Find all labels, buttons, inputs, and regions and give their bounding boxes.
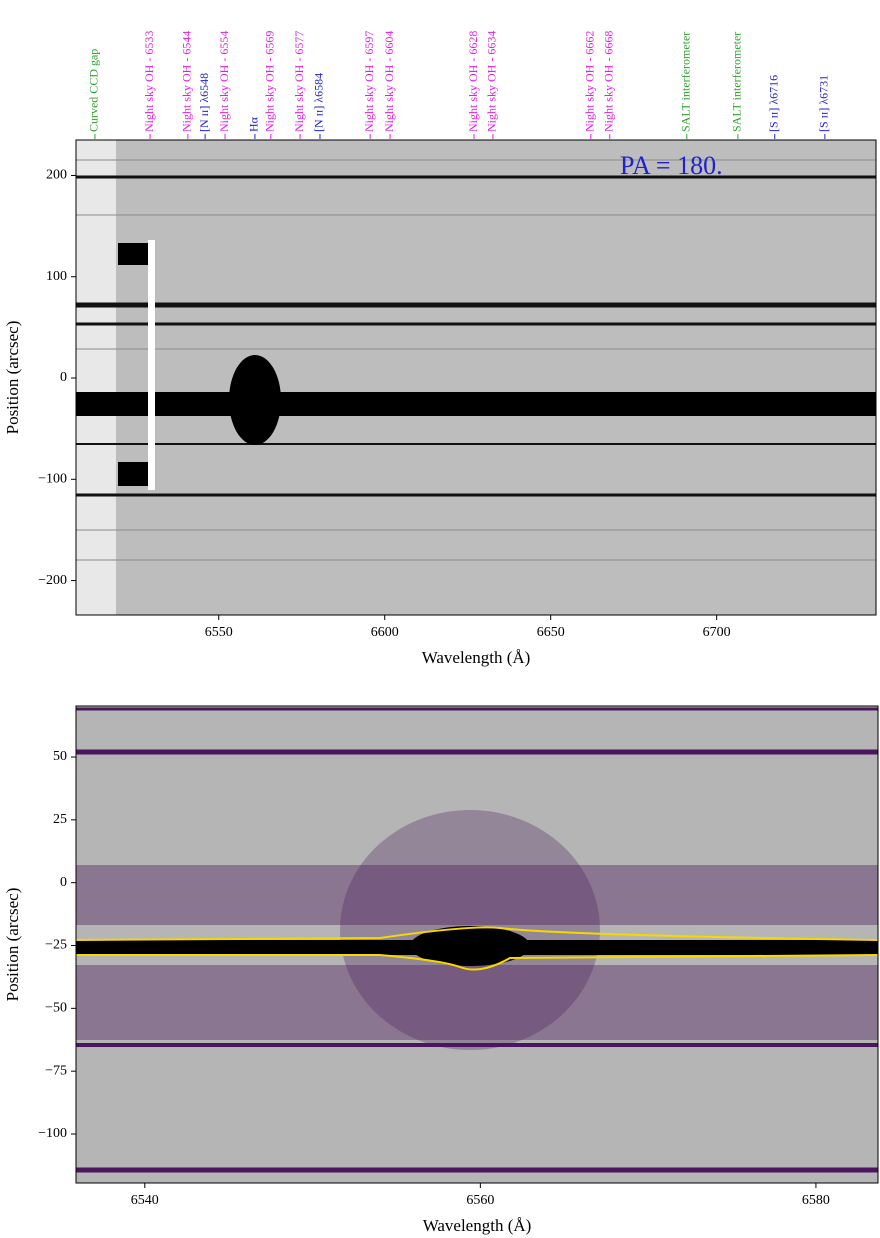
x-tick-label: 6540: [131, 1193, 159, 1208]
spectral-line: [76, 493, 876, 497]
spectral-line: [76, 529, 876, 531]
spectral-line: [76, 348, 876, 350]
axes-frame: [75, 705, 879, 1184]
purple-line: [76, 1043, 878, 1047]
image-bg: [76, 140, 876, 615]
core: [410, 926, 530, 966]
yellow-contour: [75, 926, 879, 941]
gap-column: [148, 240, 155, 490]
y-axis-label: Position (arcsec): [3, 888, 22, 1002]
axes-frame: [75, 139, 877, 616]
y-tick-label: −75: [45, 1063, 67, 1078]
y-tick-label: −25: [45, 938, 67, 953]
y-axis-label: Position (arcsec): [3, 321, 22, 435]
annotation-label: [N ɪɪ] λ6548: [197, 73, 211, 132]
spectral-line: [76, 175, 876, 179]
purple-line: [76, 707, 878, 711]
annotation-label: Night sky OH - 6569: [263, 31, 277, 132]
spectral-line: [76, 302, 876, 308]
x-tick-label: 6580: [802, 1193, 830, 1208]
spectral-line: [76, 559, 876, 561]
annotation-label: SALT interferometer: [679, 32, 693, 132]
y-tick-label: 50: [53, 749, 67, 764]
y-tick-label: 0: [60, 875, 67, 890]
spectral-line: [76, 214, 876, 216]
x-tick-label: 6550: [205, 625, 233, 640]
gap-block: [118, 243, 148, 265]
continuum: [76, 392, 876, 416]
annotation-label: [S ɪɪ] λ6731: [817, 75, 831, 132]
x-tick-label: 6560: [466, 1193, 494, 1208]
purple-line: [76, 749, 878, 755]
annotation-label: Night sky OH - 6668: [602, 31, 616, 132]
spectral-line: [76, 159, 876, 161]
annotation-label: Night sky OH - 6544: [180, 31, 194, 132]
annotation-label: [S ɪɪ] λ6716: [767, 75, 781, 132]
x-tick-label: 6650: [537, 625, 565, 640]
annotation-label: Night sky OH - 6577: [292, 31, 306, 132]
purple-line: [76, 1167, 878, 1173]
annotation-label: Night sky OH - 6597: [362, 31, 376, 132]
pa-label: PA = 180.: [620, 151, 723, 180]
annotation-label: Night sky OH - 6634: [485, 31, 499, 132]
spectral-line: [76, 322, 876, 326]
y-tick-label: −200: [38, 573, 67, 588]
annotation-label: SALT interferometer: [730, 32, 744, 132]
annotation-label: Curved CCD gap: [87, 49, 101, 132]
annotation-label: Night sky OH - 6628: [466, 31, 480, 132]
purple-region: [76, 865, 878, 925]
annotation-label: Night sky OH - 6662: [583, 31, 597, 132]
annotation-label: Night sky OH - 6604: [382, 31, 396, 132]
y-tick-label: 100: [46, 269, 67, 284]
x-tick-label: 6700: [703, 625, 731, 640]
halpha-emission: [229, 355, 281, 445]
annotation-label: Hα: [247, 116, 261, 132]
x-axis-label: Wavelength (Å): [422, 648, 531, 667]
annotation-label: Night sky OH - 6533: [142, 31, 156, 132]
spectral-line: [76, 443, 876, 445]
y-tick-label: 200: [46, 168, 67, 183]
gap-block: [118, 462, 148, 486]
annotation-label: [N ɪɪ] λ6584: [312, 73, 326, 132]
y-tick-label: 0: [60, 370, 67, 385]
annotation-label: Night sky OH - 6554: [217, 31, 231, 132]
y-tick-label: −50: [45, 1001, 67, 1016]
y-tick-label: −100: [38, 472, 67, 487]
x-axis-label: Wavelength (Å): [423, 1216, 532, 1235]
x-tick-label: 6600: [371, 625, 399, 640]
ccd-gap: [76, 140, 116, 615]
y-tick-label: 25: [53, 812, 67, 827]
purple-region: [76, 965, 878, 1040]
y-tick-label: −100: [38, 1126, 67, 1141]
yellow-contour: [76, 954, 879, 971]
